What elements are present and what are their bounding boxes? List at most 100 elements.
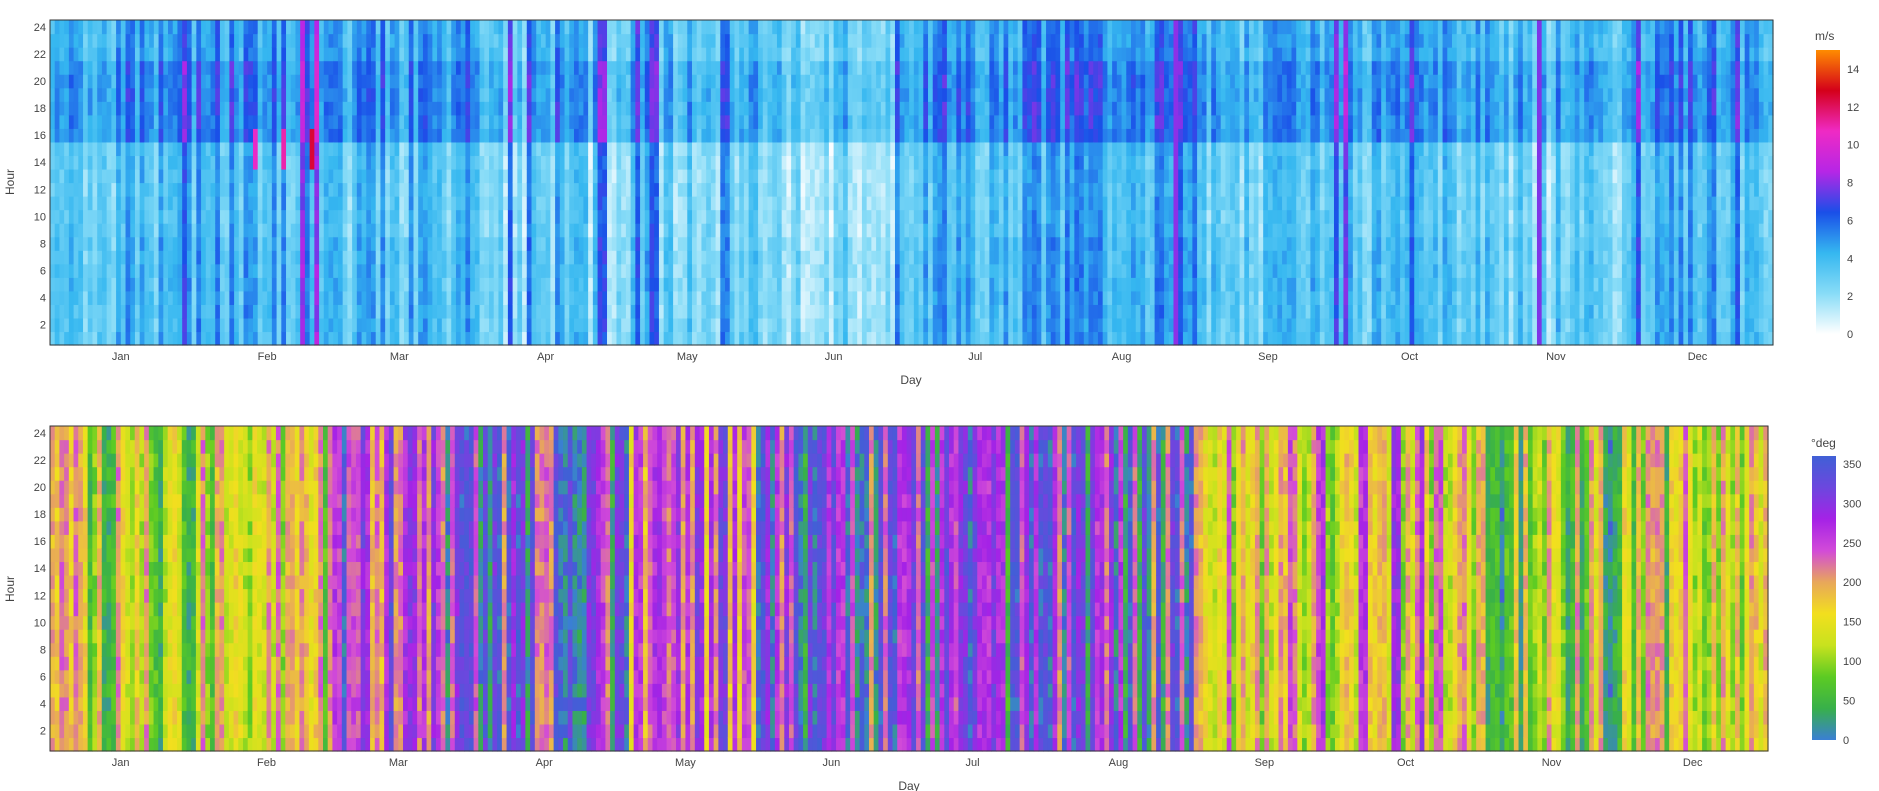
- speed-heatmap-cell: [644, 20, 651, 35]
- speed-heatmap-cell: [248, 114, 254, 129]
- speed-heatmap-cell: [531, 182, 537, 197]
- speed-heatmap-cell: [399, 317, 405, 333]
- speed-heatmap-cell: [564, 236, 570, 251]
- speed-heatmap-cell: [909, 47, 915, 62]
- speed-heatmap-cell: [1027, 317, 1033, 333]
- speed-heatmap-cell: [281, 47, 287, 62]
- speed-heatmap-cell: [772, 331, 778, 346]
- speed-heatmap-cell: [50, 128, 56, 143]
- speed-heatmap-cell: [437, 331, 443, 346]
- speed-heatmap-cell: [573, 263, 580, 278]
- speed-heatmap-cell: [625, 304, 632, 319]
- speed-heatmap-cell: [158, 223, 164, 238]
- speed-heatmap-cell: [536, 168, 542, 184]
- speed-heatmap-cell: [998, 141, 1005, 157]
- speed-heatmap-cell: [720, 277, 726, 292]
- speed-heatmap-cell: [248, 33, 254, 48]
- speed-heatmap-cell: [441, 101, 448, 116]
- speed-heatmap-cell: [319, 74, 325, 89]
- speed-heatmap-cell: [432, 236, 438, 251]
- speed-heatmap-cell: [956, 331, 962, 346]
- speed-heatmap-cell: [710, 47, 717, 62]
- speed-heatmap-cell: [1012, 87, 1019, 102]
- speed-heatmap-cell: [975, 114, 981, 129]
- speed-heatmap-cell: [814, 20, 821, 35]
- speed-heatmap-cell: [186, 128, 193, 143]
- speed-heatmap-cell: [314, 101, 320, 116]
- speed-heatmap-cell: [73, 263, 79, 278]
- speed-heatmap-cell: [1008, 47, 1014, 62]
- speed-heatmap-cell: [319, 277, 325, 292]
- speed-heatmap-cell: [489, 60, 495, 75]
- speed-heatmap-cell: [720, 87, 726, 102]
- speed-heatmap-cell: [928, 263, 934, 278]
- speed-heatmap-cell: [328, 304, 334, 319]
- speed-heatmap-cell: [54, 317, 61, 333]
- speed-heatmap-cell: [871, 74, 877, 89]
- speed-heatmap-cell: [559, 168, 566, 184]
- speed-heatmap-cell: [786, 209, 792, 224]
- speed-heatmap-cell: [498, 74, 504, 89]
- speed-heatmap-cell: [649, 277, 655, 292]
- speed-heatmap-cell: [201, 114, 207, 129]
- speed-heatmap-cell: [928, 250, 934, 265]
- speed-heatmap-cell: [437, 101, 443, 116]
- speed-heatmap-cell: [545, 20, 551, 35]
- speed-heatmap-cell: [611, 223, 618, 238]
- speed-heatmap-cell: [257, 304, 264, 319]
- speed-heatmap-cell: [607, 141, 613, 157]
- speed-heatmap-cell: [909, 182, 915, 197]
- speed-heatmap-cell: [97, 331, 103, 346]
- speed-heatmap-cell: [847, 114, 854, 129]
- speed-heatmap-cell: [394, 263, 400, 278]
- speed-heatmap-cell: [564, 47, 570, 62]
- speed-heatmap-cell: [106, 304, 112, 319]
- speed-heatmap-cell: [153, 250, 160, 265]
- speed-heatmap-cell: [347, 47, 353, 62]
- speed-heatmap-cell: [772, 317, 778, 333]
- speed-heatmap-cell: [635, 236, 641, 251]
- speed-heatmap-cell: [432, 155, 438, 170]
- speed-heatmap-cell: [92, 304, 98, 319]
- speed-heatmap-cell: [427, 128, 433, 143]
- speed-heatmap-cell: [611, 47, 618, 62]
- speed-heatmap-cell: [1031, 304, 1038, 319]
- speed-heatmap-cell: [885, 114, 891, 129]
- speed-heatmap-cell: [219, 128, 226, 143]
- speed-heatmap-cell: [668, 331, 674, 346]
- speed-heatmap-cell: [153, 155, 160, 170]
- speed-heatmap-cell: [885, 47, 891, 62]
- speed-heatmap-cell: [163, 155, 169, 170]
- speed-heatmap-cell: [342, 236, 348, 251]
- speed-heatmap-cell: [564, 263, 570, 278]
- speed-heatmap-cell: [286, 236, 292, 251]
- speed-heatmap-cell: [753, 74, 759, 89]
- speed-heatmap-cell: [422, 196, 429, 211]
- speed-heatmap-cell: [262, 209, 268, 224]
- speed-heatmap-cell: [899, 304, 906, 319]
- speed-heatmap-cell: [389, 290, 396, 305]
- speed-heatmap-cell: [928, 196, 934, 211]
- speed-heatmap-cell: [621, 317, 627, 333]
- speed-heatmap-cell: [956, 74, 962, 89]
- speed-heatmap-cell: [894, 101, 901, 116]
- speed-heatmap-cell: [276, 128, 282, 143]
- speed-heatmap-cell: [64, 223, 70, 238]
- speed-heatmap-cell: [640, 101, 646, 116]
- speed-heatmap-cell: [861, 277, 868, 292]
- speed-heatmap-cell: [474, 33, 481, 48]
- speed-heatmap-cell: [715, 141, 721, 157]
- speed-heatmap-cell: [894, 114, 901, 129]
- speed-heatmap-cell: [479, 223, 485, 238]
- speed-heatmap-cell: [50, 114, 56, 129]
- speed-heatmap-cell: [101, 331, 108, 346]
- speed-heatmap-cell: [909, 128, 915, 143]
- speed-heatmap-cell: [573, 331, 580, 346]
- speed-heatmap-cell: [951, 60, 957, 75]
- speed-heatmap-cell: [588, 128, 594, 143]
- speed-heatmap-cell: [979, 114, 986, 129]
- speed-heatmap-cell: [644, 182, 651, 197]
- speed-heatmap-cell: [795, 263, 802, 278]
- speed-heatmap-cell: [748, 196, 754, 211]
- speed-heatmap-cell: [696, 236, 703, 251]
